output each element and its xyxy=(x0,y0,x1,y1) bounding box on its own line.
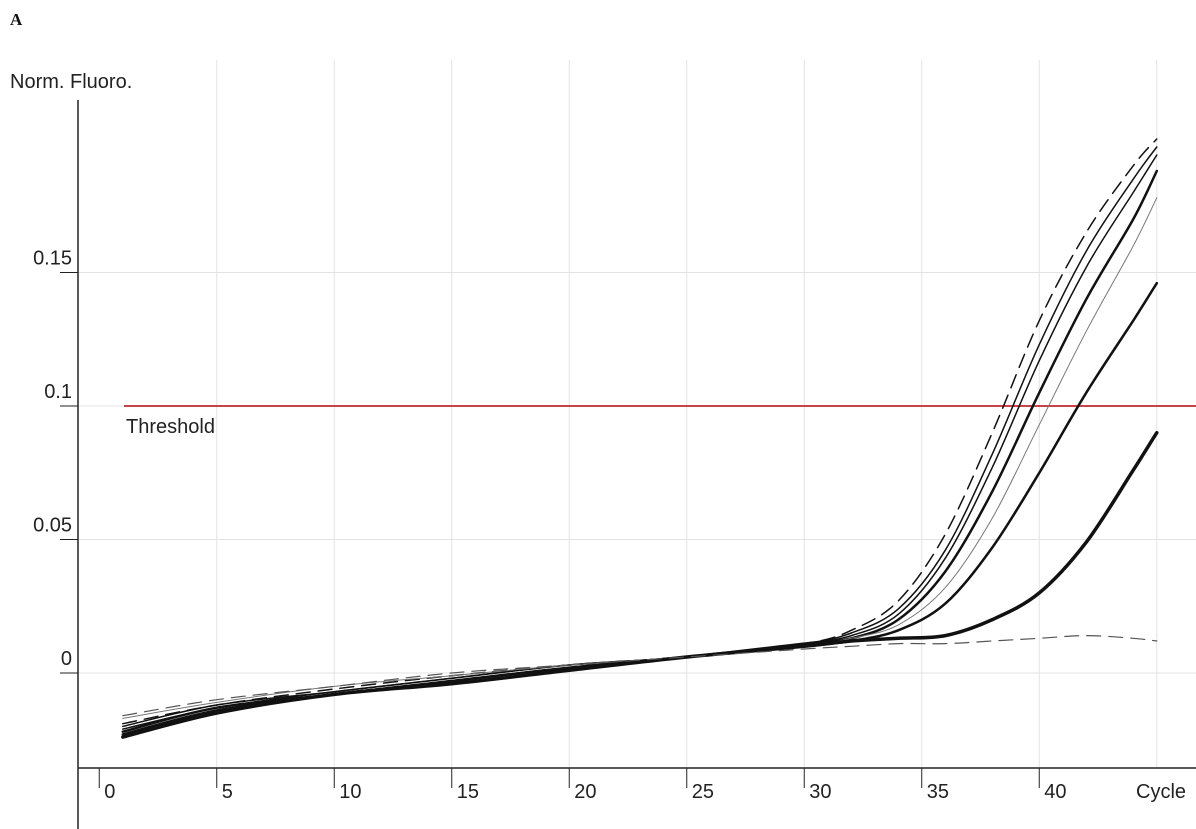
amplification-curve-1 xyxy=(122,138,1158,725)
amplification-curve-3 xyxy=(122,154,1158,730)
amplification-curve-2 xyxy=(122,146,1158,728)
x-tick-label: 10 xyxy=(339,781,361,803)
amplification-curve-6 xyxy=(121,281,1159,736)
axis-layer: 0 5 10 15 20 25 30 35 40 Cycle 0 0.05 0.1 0.15 Norm. F… xyxy=(10,71,1196,829)
series-layer xyxy=(121,138,1159,739)
y-axis-label: Norm. Fluoro. xyxy=(10,71,132,93)
threshold-layer: Threshold xyxy=(124,405,1196,438)
x-tick-label: 30 xyxy=(809,781,831,803)
amplification-curve-8 xyxy=(122,635,1158,717)
x-tick-label: 5 xyxy=(222,781,233,803)
y-tick-label: 0.1 xyxy=(44,381,72,403)
x-tick-label: 40 xyxy=(1044,781,1066,803)
y-tick-label: 0.05 xyxy=(33,515,72,537)
x-tick-label: 20 xyxy=(574,781,596,803)
x-axis-label: Cycle xyxy=(1136,781,1186,803)
x-tick-label: 25 xyxy=(692,781,714,803)
y-tick-label: 0.15 xyxy=(33,248,72,270)
panel-label: A xyxy=(10,10,23,29)
y-tick-label: 0 xyxy=(61,648,72,670)
threshold-label: Threshold xyxy=(126,416,215,438)
x-tick-label: 0 xyxy=(104,781,115,803)
amplification-curve-7 xyxy=(121,430,1159,739)
x-tick-label: 15 xyxy=(457,781,479,803)
amplification-curve-4 xyxy=(121,169,1159,733)
x-tick-label: 35 xyxy=(927,781,949,803)
